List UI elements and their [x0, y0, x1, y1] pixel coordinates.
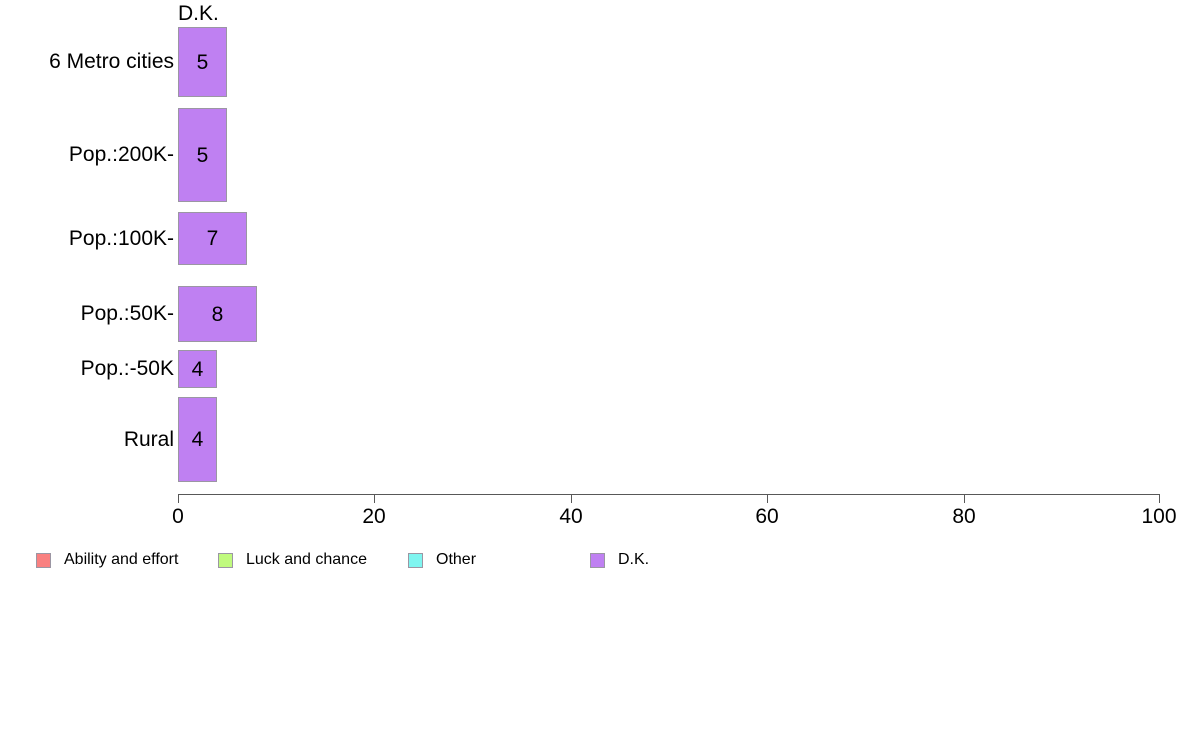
legend-label: Ability and effort — [64, 551, 179, 568]
bar-value-label: 4 — [191, 357, 204, 381]
bar-value-label: 7 — [206, 227, 219, 250]
legend-entry-dk[interactable]: D.K. — [590, 546, 649, 574]
plot-area: D.K. 6 Metro cities 5 Pop.:200K- 5 Pop.:… — [0, 2, 1188, 528]
chart-row: Pop.:200K- 5 — [0, 108, 1188, 202]
x-axis-tick — [571, 494, 572, 503]
bar-value-label: 5 — [196, 50, 209, 74]
bar-dk-pop-200k[interactable]: 5 — [178, 108, 227, 202]
chart-row: Rural 4 — [0, 397, 1188, 482]
legend-swatch-icon — [408, 552, 423, 568]
x-axis-tick-label: 20 — [362, 505, 386, 528]
chart-legend: Ability and effort Luck and chance Other… — [0, 546, 1188, 574]
bar-dk-pop-100k[interactable]: 7 — [178, 212, 247, 265]
bar-value-label: 8 — [211, 302, 224, 326]
x-axis-tick-label: 40 — [559, 505, 583, 528]
legend-entry-luck-and-chance[interactable]: Luck and chance — [218, 546, 367, 574]
legend-swatch-icon — [36, 552, 51, 568]
category-label-pop-100k: Pop.:100K- — [68, 226, 174, 250]
category-label-6-metro-cities: 6 Metro cities — [49, 50, 174, 73]
legend-swatch-icon — [590, 552, 605, 568]
legend-entry-other[interactable]: Other — [408, 546, 476, 574]
x-axis-tick-label: 60 — [755, 505, 779, 528]
category-label-rural: Rural — [123, 427, 174, 451]
series-column-header: D.K. — [178, 2, 219, 25]
x-axis-line — [178, 494, 1160, 495]
x-axis-tick — [1159, 494, 1160, 503]
bar-dk-pop-minus-50k[interactable]: 4 — [178, 350, 217, 388]
x-axis-tick-label: 80 — [952, 505, 976, 528]
legend-label: Other — [436, 551, 477, 568]
legend-entry-ability-and-effort[interactable]: Ability and effort — [36, 546, 178, 574]
chart-row: 6 Metro cities 5 — [0, 27, 1188, 97]
bar-value-label: 4 — [191, 428, 204, 451]
x-axis-tick — [964, 494, 965, 503]
chart-row: Pop.:50K- 8 — [0, 286, 1188, 342]
x-axis-tick — [767, 494, 768, 503]
category-label-pop-200k: Pop.:200K- — [68, 143, 174, 166]
bar-dk-pop-50k[interactable]: 8 — [178, 286, 257, 342]
bar-dk-rural[interactable]: 4 — [178, 397, 217, 482]
x-axis-tick — [374, 494, 375, 503]
category-label-pop-50k: Pop.:50K- — [80, 302, 174, 325]
bar-value-label: 5 — [196, 143, 209, 167]
x-axis-tick-label: 100 — [1141, 505, 1177, 528]
chart-row: Pop.:100K- 7 — [0, 212, 1188, 265]
x-axis-tick-label: 0 — [172, 505, 184, 528]
bar-dk-6-metro-cities[interactable]: 5 — [178, 27, 227, 97]
legend-label: D.K. — [618, 551, 650, 568]
category-label-pop-minus-50k: Pop.:-50K — [80, 357, 174, 380]
legend-swatch-icon — [218, 552, 233, 568]
x-axis-tick — [178, 494, 179, 503]
x-axis: 0 20 40 60 80 100 — [172, 494, 1177, 534]
legend-label: Luck and chance — [246, 551, 367, 568]
chart-row: Pop.:-50K 4 — [0, 350, 1188, 388]
